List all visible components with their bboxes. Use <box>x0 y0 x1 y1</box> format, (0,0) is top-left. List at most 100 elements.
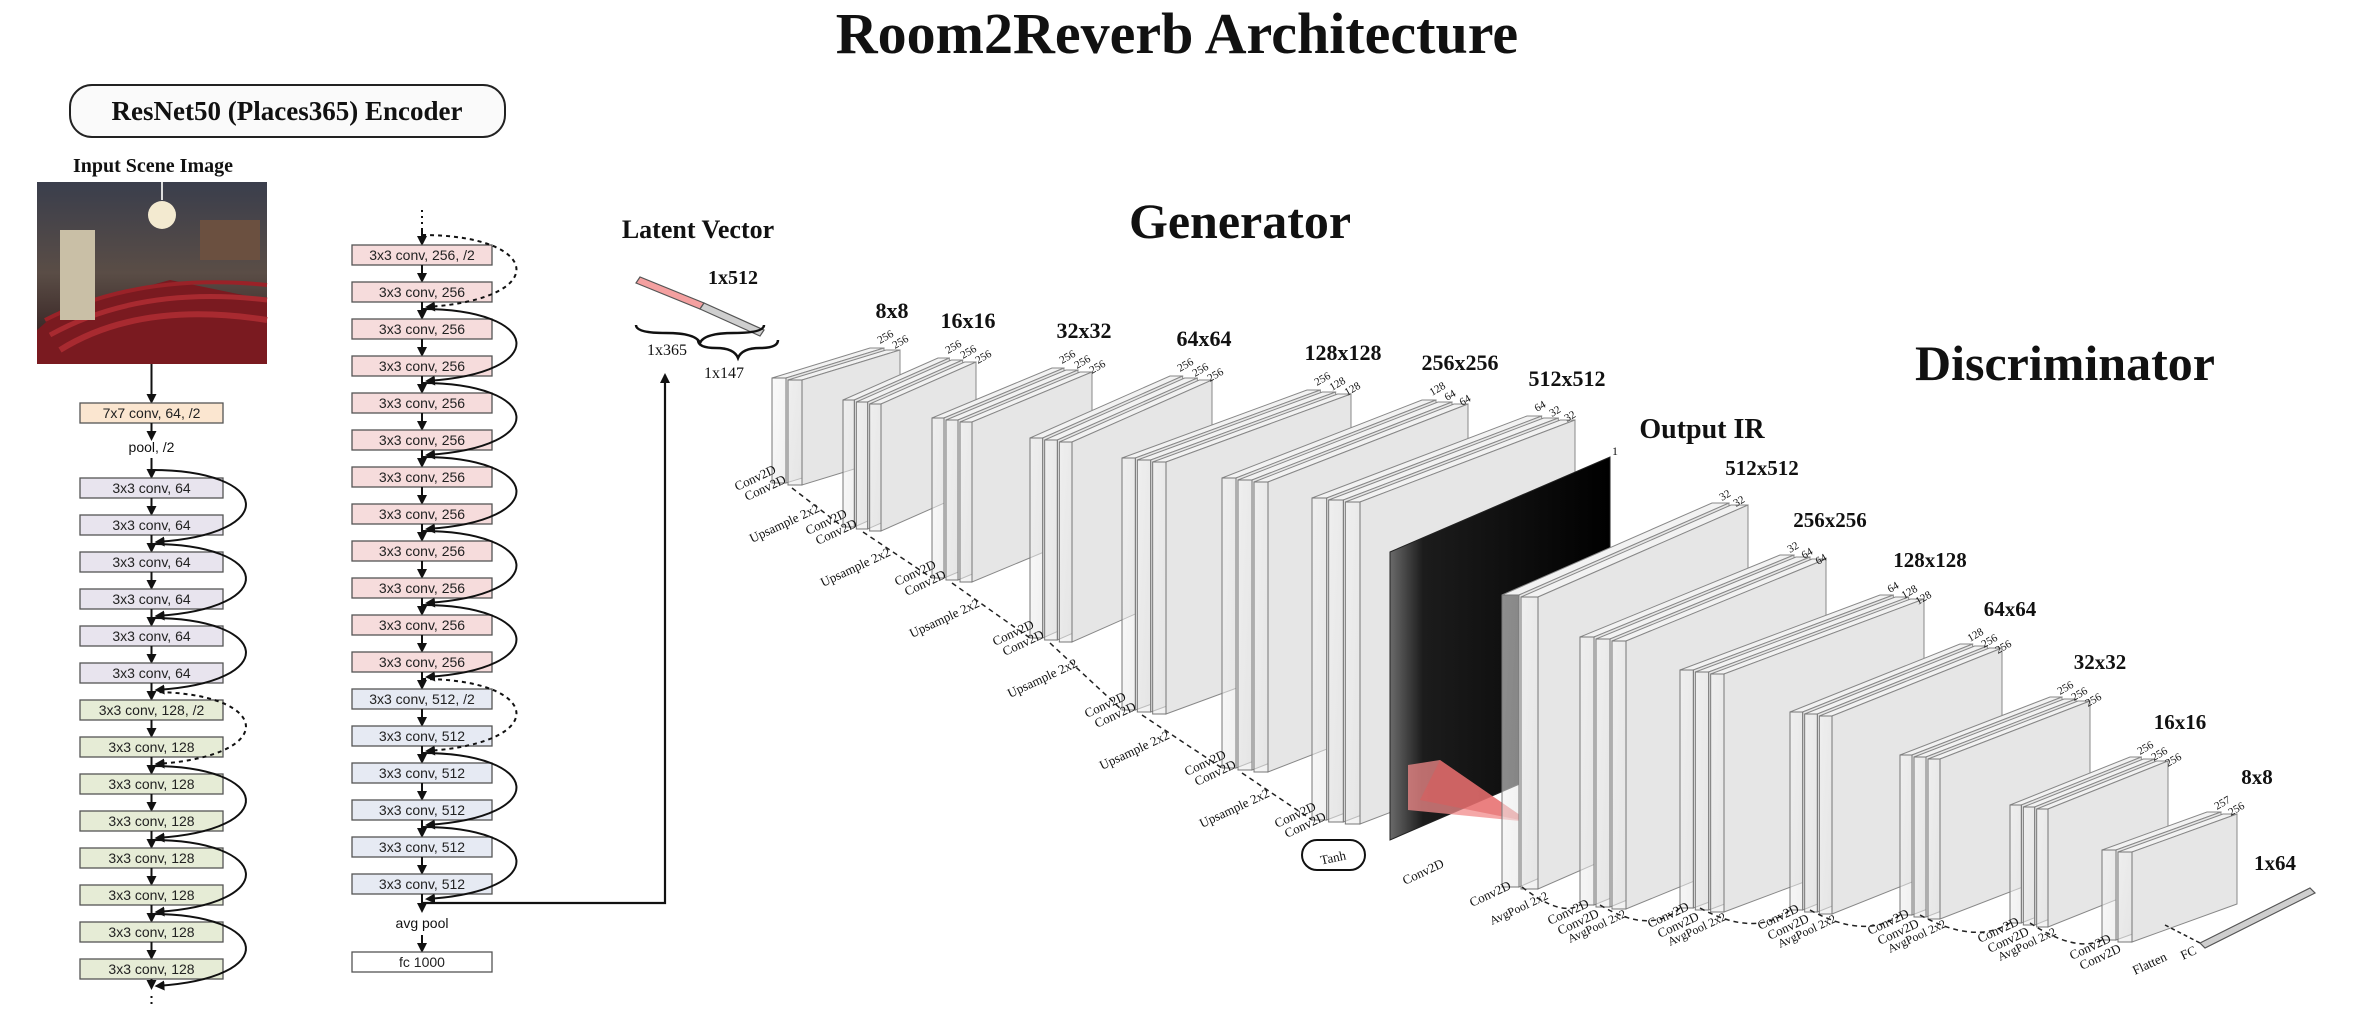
encoder-col1-block: 3x3 conv, 64 <box>79 551 224 573</box>
discriminator-size-label: 512x512 <box>1725 456 1799 480</box>
encoder-col1-block: 3x3 conv, 128 <box>79 958 224 980</box>
encoder-block-label: 3x3 conv, 64 <box>112 517 191 533</box>
encoder-block-label: 3x3 conv, 256 <box>379 469 465 485</box>
discriminator-channel-label: 32 <box>1732 494 1748 510</box>
generator-size-label: 256x256 <box>1422 350 1499 375</box>
tanh-pill: Tanh <box>1301 839 1366 871</box>
generator-channel-label: 32 <box>1563 409 1579 425</box>
encoder-block-label: 3x3 conv, 128 <box>108 813 194 829</box>
encoder-col2-block: 3x3 conv, 512 <box>351 725 493 747</box>
generator-size-label: 16x16 <box>941 308 996 333</box>
generator-title: Generator <box>1129 193 1351 249</box>
encoder-block-label: 3x3 conv, 256 <box>379 321 465 337</box>
encoder-block-label: 3x3 conv, 256 <box>379 395 465 411</box>
discriminator-size-label: 8x8 <box>2241 765 2273 789</box>
encoder-block-label: 3x3 conv, 128 <box>108 850 194 866</box>
encoder-col1-block: 3x3 conv, 128 <box>79 810 224 832</box>
encoder-col2-block: 3x3 conv, 256 <box>351 281 493 303</box>
encoder-avgpool-label: avg pool <box>396 915 449 931</box>
flatten-label: Flatten <box>2130 949 2170 978</box>
tanh-label: Tanh <box>1319 847 1348 867</box>
encoder-col1-block: 3x3 conv, 64 <box>79 662 224 684</box>
latent-title: Latent Vector <box>622 215 774 244</box>
discriminator-size-label: 64x64 <box>1984 597 2037 621</box>
encoder-col2-block: 3x3 conv, 256 <box>351 429 493 451</box>
encoder-block-label: 3x3 conv, 256 <box>379 580 465 596</box>
generator-size-label: 8x8 <box>876 298 909 323</box>
output-vector-size-label: 1x64 <box>2254 851 2297 875</box>
encoder-col1-block: 3x3 conv, 128 <box>79 847 224 869</box>
encoder-col2-block: 3x3 conv, 256 <box>351 577 493 599</box>
encoder-col2-block: 3x3 conv, 256 <box>351 503 493 525</box>
discriminator-size-label: 16x16 <box>2154 710 2207 734</box>
input-scene-image <box>37 182 268 364</box>
encoder-col2-block: 3x3 conv, 256 <box>351 540 493 562</box>
encoder-block-label: 3x3 conv, 64 <box>112 480 191 496</box>
encoder-block-label: 3x3 conv, 128 <box>108 739 194 755</box>
generator-upsample-label: Upsample 2x2 <box>907 595 982 640</box>
encoder-block-label: 3x3 conv, 512, /2 <box>369 691 475 707</box>
encoder-col2-block: 3x3 conv, 512 <box>351 836 493 858</box>
generator-upsample-label: Upsample 2x2 <box>1197 785 1272 830</box>
encoder-col1-block: 3x3 conv, 128, /2 <box>79 699 224 721</box>
discriminator-channel-label: 32 <box>1786 540 1802 556</box>
encoder-block-label: 3x3 conv, 512 <box>379 876 465 892</box>
discriminator-size-label: 128x128 <box>1893 548 1967 572</box>
generator-size-label: 512x512 <box>1529 366 1606 391</box>
input-scene-label: Input Scene Image <box>73 155 233 177</box>
encoder-col2-block: 3x3 conv, 512 <box>351 762 493 784</box>
encoder-block-label: 3x3 conv, 256, /2 <box>369 247 475 263</box>
encoder-blocks: 7x7 conv, 64, /2 pool, /2 3x3 conv, 64 3x3 … <box>79 210 670 1008</box>
encoder-block-label: 3x3 conv, 256 <box>379 506 465 522</box>
output-ir-title: Output IR <box>1639 414 1765 445</box>
encoder-title-box: ResNet50 (Places365) Encoder <box>69 84 506 138</box>
encoder-pool-label: pool, /2 <box>129 439 175 455</box>
encoder-col2-block: 3x3 conv, 256 <box>351 392 493 414</box>
encoder-block-label: fc 1000 <box>399 954 445 970</box>
encoder-block-label: 3x3 conv, 512 <box>379 839 465 855</box>
encoder-block-label: 3x3 conv, 256 <box>379 432 465 448</box>
fc-vector <box>2164 887 2317 949</box>
encoder-block-label: 3x3 conv, 512 <box>379 802 465 818</box>
generator-size-label: 32x32 <box>1057 318 1112 343</box>
encoder-block-label: 3x3 conv, 256 <box>379 358 465 374</box>
encoder-block-label: 3x3 conv, 64 <box>112 628 191 644</box>
discriminator-channel-label: 64 <box>1886 579 1902 595</box>
discriminator-slab <box>2117 813 2238 943</box>
generator-channel-label: 32 <box>1548 404 1564 420</box>
encoder-col1-block: 3x3 conv, 64 <box>79 477 224 499</box>
encoder-col1-block: 3x3 conv, 64 <box>79 588 224 610</box>
latent-vector <box>634 276 780 362</box>
encoder-col1-block: 3x3 conv, 128 <box>79 736 224 758</box>
encoder-col1-block: 3x3 conv, 128 <box>79 921 224 943</box>
latent-part2-label: 1x147 <box>704 365 744 382</box>
fc-label: FC <box>2178 942 2199 962</box>
discriminator-channel-label: 32 <box>1718 488 1734 504</box>
encoder-block-label: 3x3 conv, 128 <box>108 887 194 903</box>
encoder-block-label: 3x3 conv, 512 <box>379 728 465 744</box>
encoder-block-label: 3x3 conv, 256 <box>379 617 465 633</box>
discriminator-size-label: 32x32 <box>2074 650 2127 674</box>
encoder-col2-block: 3x3 conv, 512 <box>351 799 493 821</box>
discriminator-size-label: 256x256 <box>1793 508 1867 532</box>
output-ir-channel-label: 1 <box>1612 444 1618 458</box>
encoder-col1-block: 3x3 conv, 128 <box>79 884 224 906</box>
encoder-block-label: 3x3 conv, 128 <box>108 924 194 940</box>
generator-upsample-label: Upsample 2x2 <box>1005 655 1080 700</box>
latent-part1-label: 1x365 <box>647 342 687 359</box>
encoder-block-label: 3x3 conv, 256 <box>379 543 465 559</box>
generator-size-label: 128x128 <box>1305 340 1382 365</box>
encoder-col2-block: 3x3 conv, 256 <box>351 651 493 673</box>
encoder-col2-block: 3x3 conv, 256, /2 <box>351 244 493 266</box>
encoder-block-label: 3x3 conv, 128 <box>108 961 194 977</box>
encoder-title: ResNet50 (Places365) Encoder <box>112 96 463 126</box>
encoder-block-label: 3x3 conv, 128, /2 <box>99 702 205 718</box>
encoder-block-label: 7x7 conv, 64, /2 <box>103 405 201 421</box>
encoder-block-label: 3x3 conv, 64 <box>112 665 191 681</box>
generator-upsample-label: Upsample 2x2 <box>818 544 893 589</box>
encoder-col1-block: 3x3 conv, 64 <box>79 625 224 647</box>
encoder-block-label: 3x3 conv, 512 <box>379 765 465 781</box>
encoder-col1-block: 3x3 conv, 64 <box>79 514 224 536</box>
